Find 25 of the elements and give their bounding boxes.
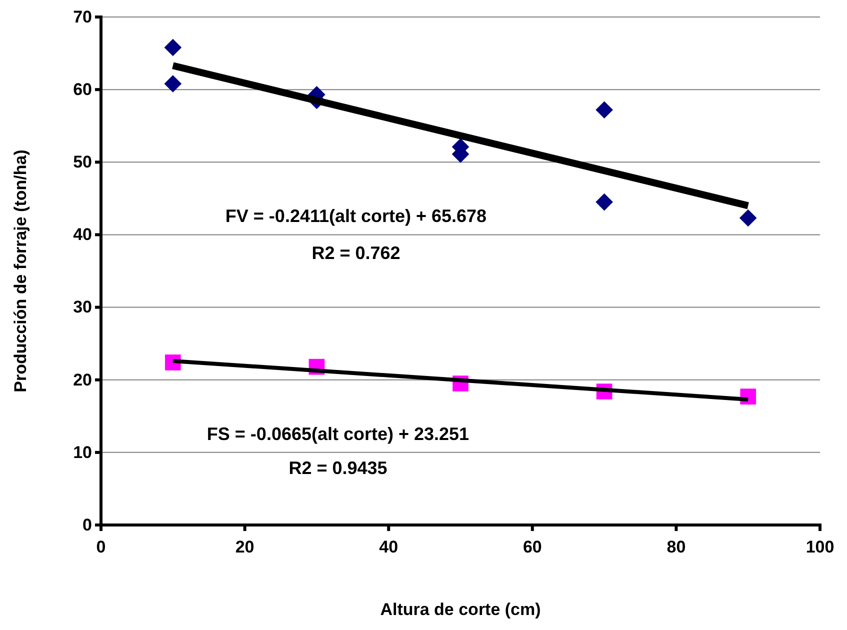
y-axis-title: Producción de forraje (ton/ha) — [11, 150, 30, 392]
annotation: FS = -0.0665(alt corte) + 23.251 — [206, 424, 470, 444]
point — [739, 209, 757, 227]
y-tick-label: 30 — [73, 298, 92, 317]
y-tick-label: 70 — [73, 7, 92, 26]
y-tick-label: 40 — [73, 225, 92, 244]
annotation: FV = -0.2411(alt corte) + 65.678 — [225, 206, 487, 226]
x-tick-label: 0 — [96, 538, 106, 557]
x-tick-label: 60 — [522, 538, 542, 557]
point — [596, 193, 613, 211]
x-tick-label: 80 — [666, 538, 686, 557]
x-tick-label: 20 — [235, 538, 254, 557]
point — [164, 75, 182, 92]
point — [596, 101, 613, 119]
x-tick-label: 100 — [806, 538, 834, 557]
x-axis-title: Altura de corte (cm) — [380, 600, 541, 619]
y-tick-label: 60 — [73, 80, 92, 100]
y-tick-label: 20 — [73, 370, 92, 390]
annotation: R2 = 0.762 — [312, 243, 400, 263]
y-tick-label: 10 — [73, 442, 92, 462]
y-tick-label: 50 — [73, 152, 92, 172]
point — [164, 38, 182, 56]
annotation: R2 = 0.9435 — [288, 458, 388, 478]
y-tick-label: 0 — [82, 515, 92, 534]
x-tick-label: 40 — [379, 538, 398, 557]
